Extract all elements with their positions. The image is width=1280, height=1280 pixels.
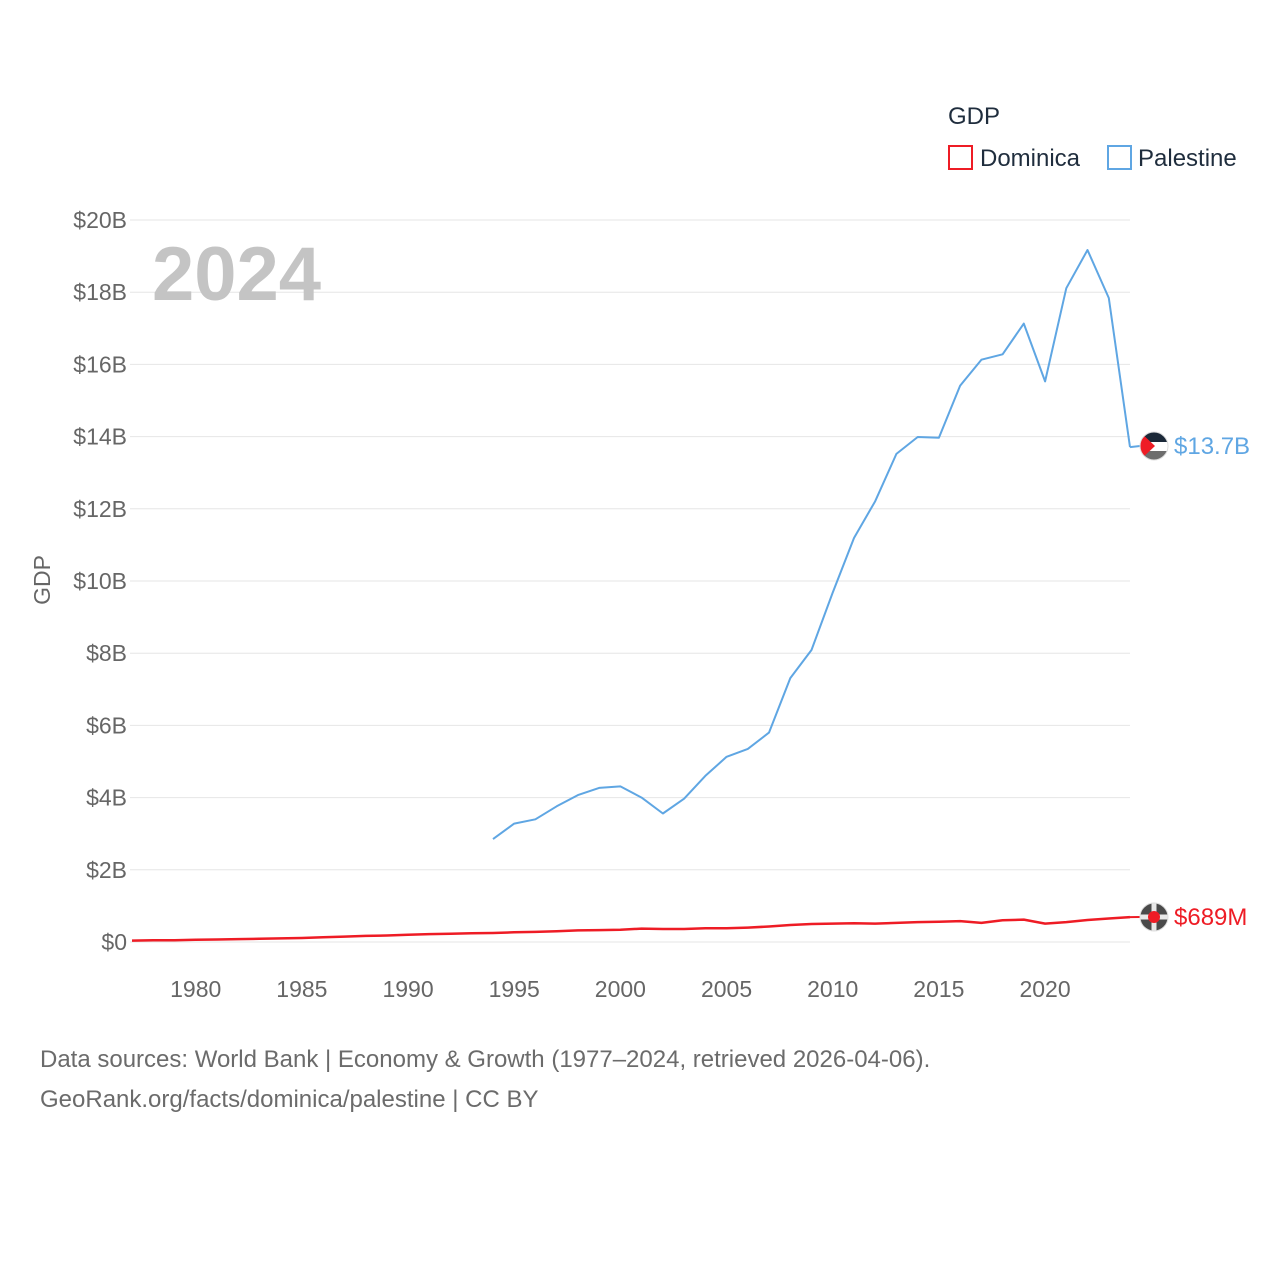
- x-tick-label: 2000: [595, 976, 646, 1002]
- end-value-label-palestine: $13.7B: [1174, 433, 1250, 460]
- legend-title: GDP: [948, 103, 1000, 130]
- series-line-dominica[interactable]: [131, 915, 1131, 942]
- y-tick-label: $16B: [73, 351, 127, 377]
- y-tick-label: $12B: [73, 496, 127, 522]
- series-line-palestine[interactable]: [492, 249, 1131, 840]
- footer: Data sources: World Bank | Economy & Gro…: [40, 1040, 930, 1120]
- y-tick-label: $18B: [73, 279, 127, 305]
- x-tick-label: 2020: [1019, 976, 1070, 1002]
- grid-lines: [130, 219, 1130, 943]
- x-tick-label: 1985: [276, 976, 327, 1002]
- y-axis-title: GDP: [29, 555, 55, 605]
- x-tick-label: 1990: [382, 976, 433, 1002]
- y-tick-label: $14B: [73, 424, 127, 450]
- palestine-flag-icon: [1139, 431, 1169, 461]
- legend-label-dominica[interactable]: Dominica: [980, 145, 1081, 172]
- x-tick-label: 1995: [489, 976, 540, 1002]
- x-axis-ticks: 1980 1985 1990 1995 2000 2005 2010 2015 2020: [170, 976, 1071, 1002]
- end-value-label-dominica: $689M: [1174, 904, 1247, 931]
- y-tick-label: $4B: [86, 785, 127, 811]
- x-tick-label: 2015: [913, 976, 964, 1002]
- x-tick-label: 2010: [807, 976, 858, 1002]
- end-connector: [1129, 445, 1141, 449]
- year-watermark: 2024: [152, 232, 321, 317]
- x-tick-label: 1980: [170, 976, 221, 1002]
- y-tick-label: $6B: [86, 712, 127, 738]
- y-tick-label: $20B: [73, 207, 127, 233]
- y-axis-ticks: $0 $2B $4B $6B $8B $10B $12B $14B $16B $18B $20B: [73, 207, 127, 955]
- attribution-link[interactable]: GeoRank.org/facts/dominica/palestine | C…: [40, 1086, 539, 1113]
- series-lines: [131, 249, 1131, 942]
- legend: GDP Dominica Palestine: [948, 103, 1237, 172]
- legend-label-palestine[interactable]: Palestine: [1138, 145, 1237, 172]
- x-tick-label: 2005: [701, 976, 752, 1002]
- y-tick-label: $0: [101, 929, 127, 955]
- dominica-flag-icon: [1139, 902, 1169, 932]
- series-end-markers: $689M $13.7B: [1129, 431, 1250, 932]
- legend-swatch-palestine[interactable]: [1107, 145, 1132, 170]
- data-source-note: Data sources: World Bank | Economy & Gro…: [40, 1046, 931, 1073]
- y-tick-label: $2B: [86, 857, 127, 883]
- y-tick-label: $10B: [73, 568, 127, 594]
- legend-swatch-dominica[interactable]: [948, 145, 973, 170]
- y-tick-label: $8B: [86, 640, 127, 666]
